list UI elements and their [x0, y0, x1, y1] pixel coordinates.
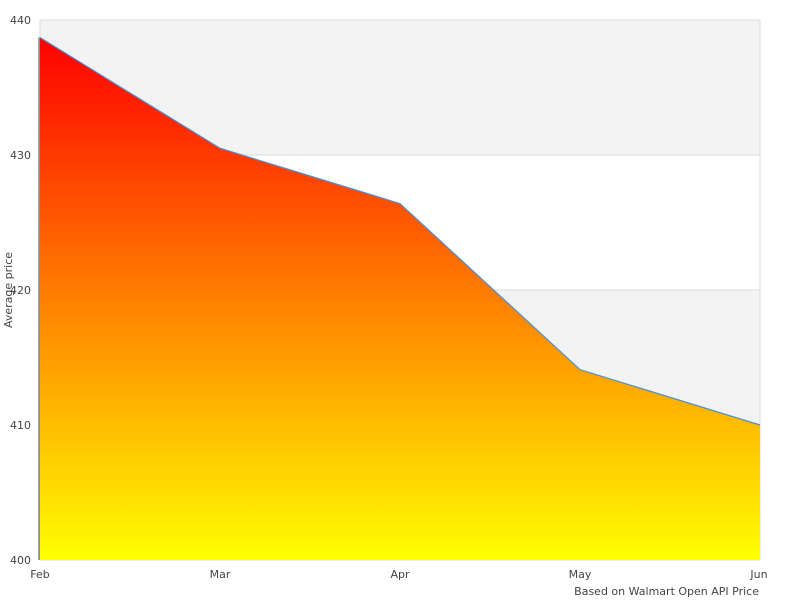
x-tick-label: May — [569, 568, 592, 581]
x-tick-label: Feb — [30, 568, 49, 581]
x-tick-label: Jun — [749, 568, 767, 581]
series-line — [39, 37, 761, 426]
caption: Based on Walmart Open API Price — [574, 585, 759, 598]
y-tick-label: 430 — [10, 149, 31, 162]
area-fill — [40, 37, 760, 561]
y-tick-label: 410 — [10, 419, 31, 432]
y-tick-label: 420 — [10, 284, 31, 297]
x-tick-label: Apr — [390, 568, 410, 581]
y-axis-label: Average price — [2, 252, 15, 328]
x-tick-label: Mar — [210, 568, 231, 581]
y-tick-label: 440 — [10, 14, 31, 27]
y-tick-label: 400 — [10, 554, 31, 567]
